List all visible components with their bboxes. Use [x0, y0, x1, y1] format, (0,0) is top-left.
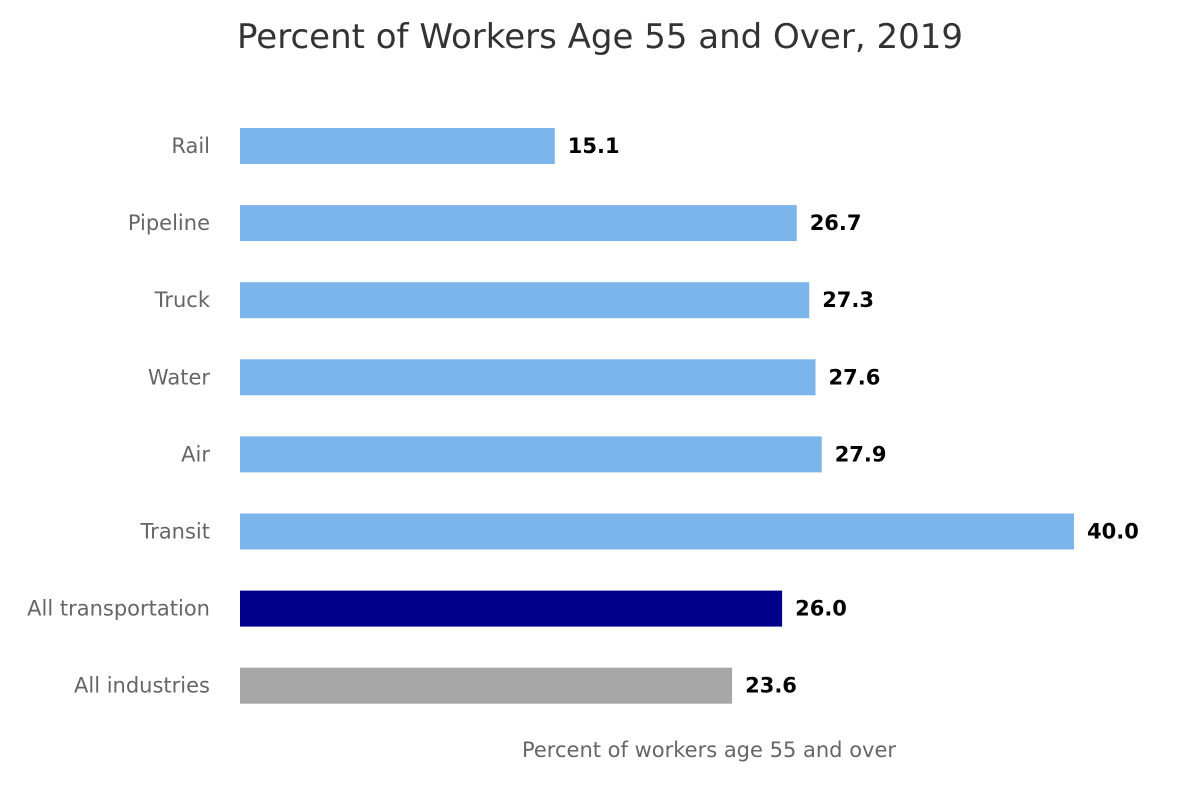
category-labels: Rail Pipeline Truck Water Air Transit All tran…: [27, 134, 211, 698]
value-labels: 15.1 26.7 27.3 27.6 27.9 40.0 26.0 23.6: [568, 134, 1139, 698]
category-label-pipeline: Pipeline: [128, 211, 210, 235]
x-axis-title: Percent of workers age 55 and over: [522, 738, 896, 762]
bar-pipeline: [240, 205, 797, 242]
value-label-pipeline: 26.7: [810, 211, 862, 235]
category-label-rail: Rail: [171, 134, 210, 158]
category-label-water: Water: [148, 365, 210, 389]
bar-all-transportation: [240, 590, 783, 627]
category-label-air: Air: [181, 442, 210, 466]
value-label-water: 27.6: [829, 365, 881, 389]
bar-rail: [240, 128, 555, 164]
category-label-truck: Truck: [154, 288, 211, 312]
bar-transit: [240, 513, 1074, 550]
value-label-transit: 40.0: [1087, 520, 1139, 544]
bar-air: [240, 436, 822, 473]
bar-all-industries: [240, 667, 733, 704]
value-label-all-transportation: 26.0: [795, 597, 847, 621]
value-label-rail: 15.1: [568, 134, 620, 158]
bars-group: [240, 128, 1074, 704]
category-label-all-industries: All industries: [74, 674, 210, 698]
bar-water: [240, 359, 816, 396]
category-label-transit: Transit: [139, 520, 210, 544]
bar-truck: [240, 282, 810, 319]
category-label-all-transportation: All transportation: [27, 597, 210, 621]
value-label-all-industries: 23.6: [745, 674, 797, 698]
value-label-truck: 27.3: [822, 288, 874, 312]
value-label-air: 27.9: [835, 442, 887, 466]
chart-title: Percent of Workers Age 55 and Over, 2019: [237, 17, 963, 57]
